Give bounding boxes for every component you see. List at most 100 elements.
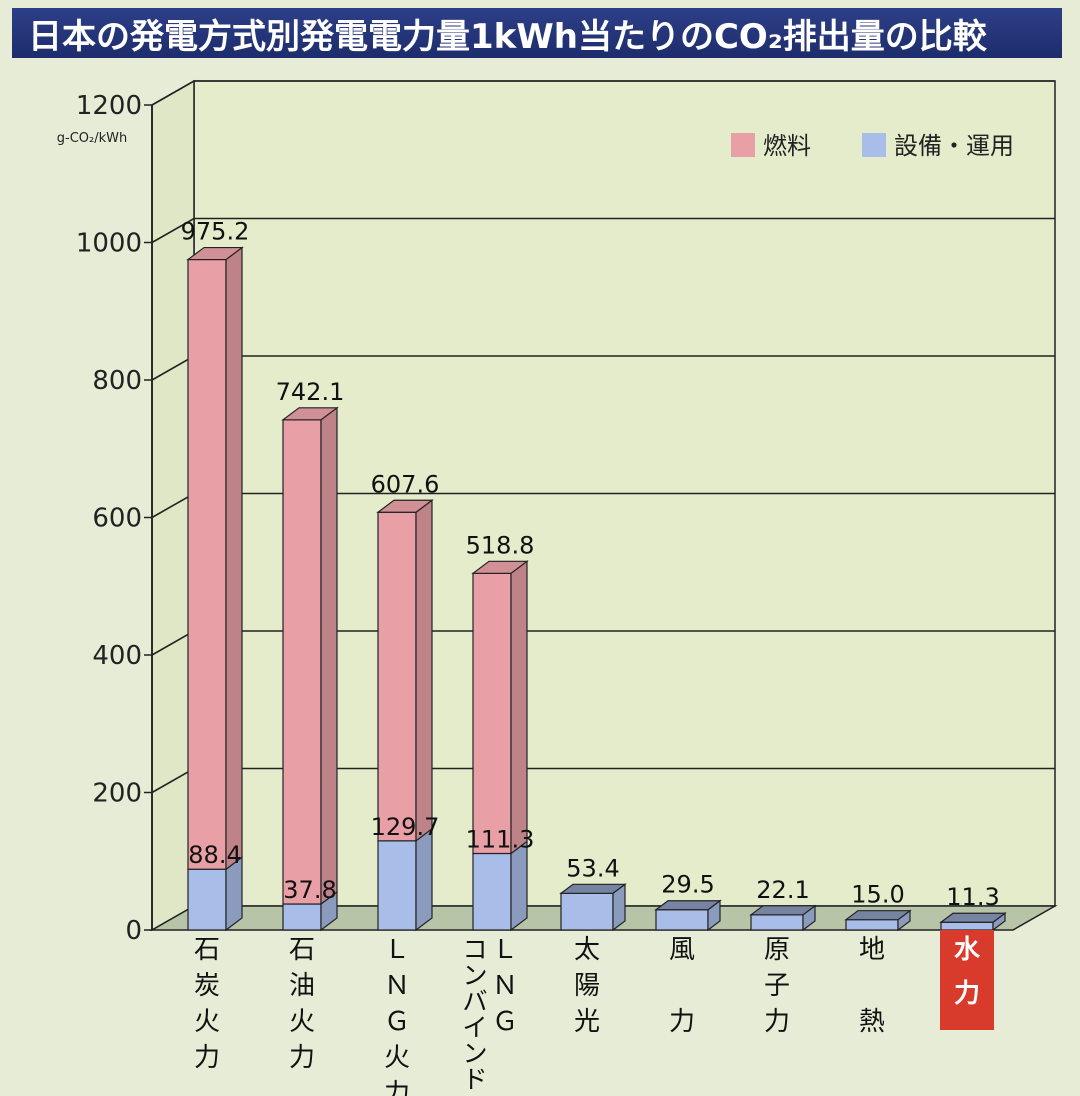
category-label: 地熱 [859, 935, 885, 1037]
bar-group: 11.3 [939, 883, 1007, 932]
category-char: 風 [669, 935, 695, 965]
data-label-total: 22.1 [756, 876, 809, 904]
legend-swatch [862, 133, 886, 157]
category-char: Ｌ [384, 935, 410, 965]
category-char: 石 [289, 935, 315, 965]
category-char: 光 [574, 1007, 600, 1037]
data-label-equipment: 88.4 [188, 841, 241, 869]
category-char: 力 [384, 1079, 410, 1096]
bar-equipment [655, 909, 709, 931]
data-label-total: 975.2 [181, 218, 250, 246]
category-label: 水力 [940, 930, 994, 1030]
bar-top [844, 910, 912, 921]
data-label-total: 15.0 [851, 881, 904, 909]
bar-equipment [845, 919, 899, 931]
gridline [151, 80, 1055, 106]
bar-group: 53.4 [559, 854, 627, 932]
bar-group: 22.1 [749, 876, 817, 932]
category-char: 油 [289, 971, 315, 1001]
bar-group: 518.8 111.3 [466, 531, 535, 932]
category-char: ン [462, 961, 487, 990]
bar-equipment [750, 914, 804, 931]
bar-fuel [187, 258, 227, 870]
data-label-total: 607.6 [371, 470, 440, 498]
legend-label: 設備・運用 [894, 132, 1014, 160]
category-char: イ [462, 1013, 487, 1042]
legend-label: 燃料 [763, 132, 811, 160]
category-char: Ｎ [492, 971, 518, 1001]
category-char: ン [462, 1039, 487, 1068]
data-label-equipment: 129.7 [371, 813, 440, 841]
y-tick-label: 200 [92, 779, 142, 809]
bar-top [749, 905, 817, 916]
data-label-equipment: 37.8 [283, 876, 336, 904]
bar-equipment [187, 868, 227, 931]
bar-fuel-side [225, 246, 243, 871]
category-char: コ [462, 935, 487, 964]
category-char: Ｇ [384, 1007, 410, 1037]
bar-equipment [560, 892, 614, 931]
y-tick-label: 0 [125, 916, 142, 946]
category-label: 太陽光 [574, 935, 600, 1037]
category-char: 力 [194, 1043, 220, 1073]
bar-fuel [282, 419, 322, 905]
category-char: 火 [194, 1007, 220, 1037]
y-tick-label: 800 [92, 366, 142, 396]
category-char: 力 [764, 1007, 790, 1037]
legend: 燃料 設備・運用 [731, 132, 1014, 160]
gridline [151, 217, 1055, 244]
y-tick-label: 1200 [76, 91, 142, 121]
category-char: 火 [384, 1043, 410, 1073]
category-char: 陽 [574, 971, 600, 1001]
bar-equipment-side [415, 827, 433, 932]
bar-group: 15.0 [844, 881, 912, 932]
category-char: 力 [289, 1043, 315, 1073]
category-char: Ｌ [492, 935, 518, 965]
bar-group: 975.2 88.4 [181, 218, 250, 932]
category-char: 熱 [859, 1007, 885, 1037]
bar-top [376, 499, 434, 513]
y-axis-unit: g-CO₂/kWh [57, 131, 127, 146]
bar-fuel-side [320, 406, 338, 906]
bar-fuel-side [510, 560, 528, 855]
category-char: ド [462, 1065, 487, 1094]
highlight-box [940, 930, 994, 1030]
category-char: 水 [954, 935, 981, 965]
bar-group: 607.6 129.7 [371, 470, 440, 932]
category-char: 火 [289, 1007, 315, 1037]
data-label-total: 518.8 [466, 531, 535, 559]
category-char: 炭 [194, 971, 220, 1001]
category-char: 太 [574, 935, 600, 965]
y-tick-label: 400 [92, 641, 142, 671]
data-label-total: 53.4 [566, 854, 619, 882]
data-label-total: 29.5 [661, 871, 714, 899]
gridlines: 0 200 400 600 800 1000 1200 [76, 80, 1055, 946]
chart-title: 日本の発電方式別発電電力量1kWh当たりのCO₂排出量の比較 [12, 8, 1062, 58]
data-label-total: 742.1 [276, 378, 345, 406]
category-char: Ｇ [492, 1007, 518, 1037]
category-label: 原子力 [764, 935, 790, 1037]
bar-top [559, 883, 627, 894]
category-char: 子 [764, 971, 790, 1001]
category-char: 石 [194, 935, 220, 965]
bar-fuel [472, 572, 512, 855]
category-char: バ [462, 987, 487, 1016]
bar-fuel-side [415, 499, 433, 843]
category-char: Ｎ [384, 971, 410, 1001]
data-label-total: 11.3 [946, 883, 999, 911]
category-char: 力 [954, 979, 980, 1009]
bar-equipment [282, 903, 322, 931]
bar-fuel [377, 511, 417, 842]
legend-swatch [731, 133, 755, 157]
category-char: 力 [669, 1007, 695, 1037]
category-char: 地 [859, 935, 885, 965]
bar-equipment [377, 840, 417, 931]
bar-top [654, 900, 722, 911]
bar-equipment [472, 852, 512, 931]
bar-equipment [940, 921, 994, 931]
